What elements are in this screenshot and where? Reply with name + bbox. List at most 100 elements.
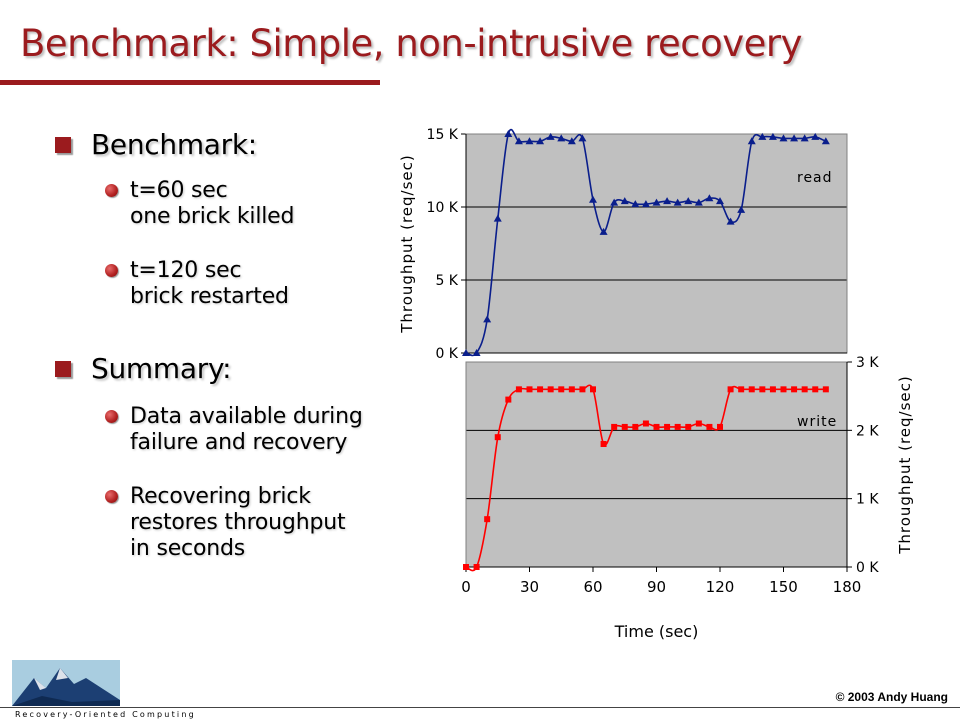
bullet-line: in seconds	[130, 536, 245, 561]
footer-org-name: Recovery-Oriented Computing	[15, 710, 196, 719]
data-point	[748, 386, 755, 393]
y-tick-label: 0 K	[435, 346, 458, 362]
data-point	[727, 386, 734, 393]
x-tick-label: 30	[520, 578, 539, 596]
data-point	[621, 423, 628, 430]
slide-title: Benchmark: Simple, non-intrusive recover…	[20, 22, 803, 65]
x-axis-label: Time (sec)	[614, 622, 699, 641]
data-point	[611, 423, 618, 430]
round-bullet-icon	[105, 490, 118, 503]
data-point	[685, 423, 692, 430]
data-point	[674, 423, 681, 430]
x-tick-label: 0	[461, 578, 471, 596]
bullet-line: t=60 sec	[130, 178, 228, 203]
section-benchmark: Benchmark:	[55, 128, 257, 161]
data-point	[694, 198, 703, 206]
data-point	[600, 441, 607, 447]
data-point	[462, 349, 470, 356]
y-tick-label: 0 K	[856, 560, 879, 576]
x-tick-label: 90	[647, 578, 666, 596]
bullet-item: Recovering brick restores throughput in …	[105, 484, 346, 562]
data-point	[537, 386, 544, 393]
y-tick-label: 3 K	[856, 355, 879, 371]
data-point	[558, 386, 565, 393]
bullet-line: t=120 sec	[130, 258, 242, 283]
data-point	[525, 137, 534, 145]
data-point	[567, 137, 576, 145]
square-bullet-icon	[55, 136, 71, 153]
data-point	[738, 386, 745, 393]
round-bullet-icon	[105, 410, 118, 423]
bullet-line: Data available during	[130, 404, 363, 429]
legend-label: write	[797, 414, 837, 430]
section-summary-label: Summary:	[91, 352, 232, 385]
data-point	[716, 197, 724, 205]
data-point	[642, 420, 649, 427]
data-point	[726, 217, 735, 225]
data-point	[579, 386, 586, 393]
data-point	[758, 132, 767, 140]
x-tick-label: 180	[833, 578, 862, 596]
data-point	[494, 434, 501, 441]
data-point	[463, 564, 469, 570]
data-point	[514, 137, 523, 145]
data-point	[663, 197, 672, 205]
data-point	[632, 423, 639, 430]
legend-label: read	[797, 170, 833, 186]
data-point	[493, 214, 502, 222]
data-point	[599, 227, 608, 235]
data-point	[779, 134, 788, 142]
y-tick-label: 10 K	[427, 200, 459, 216]
data-point	[483, 315, 492, 323]
data-point	[768, 132, 777, 140]
data-point	[790, 134, 799, 142]
data-point	[780, 386, 787, 393]
data-point	[547, 386, 554, 393]
x-tick-label: 150	[769, 578, 798, 596]
data-point	[695, 420, 702, 427]
data-point	[504, 130, 513, 137]
data-point	[717, 423, 723, 430]
y-tick-label: 15 K	[427, 127, 459, 143]
data-point	[557, 134, 566, 142]
data-point	[747, 137, 756, 145]
bullet-line: one brick killed	[130, 204, 295, 229]
copyright-text: © 2003 Andy Huang	[835, 690, 948, 704]
round-bullet-icon	[105, 264, 118, 277]
data-point	[515, 386, 522, 393]
plot-area	[466, 362, 847, 567]
title-underline	[0, 80, 380, 85]
data-point	[526, 386, 533, 393]
x-tick-label: 60	[583, 578, 602, 596]
data-point	[505, 396, 512, 403]
x-tick-label: 120	[706, 578, 735, 596]
data-point	[620, 197, 629, 205]
bullet-item: t=60 sec one brick killed	[105, 178, 294, 230]
data-point	[706, 423, 713, 430]
y-tick-label: 2 K	[856, 423, 879, 439]
square-bullet-icon	[55, 360, 71, 377]
bullet-item: t=120 sec brick restarted	[105, 258, 289, 310]
data-point	[473, 564, 480, 570]
bullet-line: brick restarted	[130, 284, 289, 309]
bullet-line: restores throughput	[130, 510, 346, 535]
data-point	[546, 132, 555, 140]
data-point	[664, 423, 671, 430]
data-point	[652, 198, 661, 206]
read-chart: 0 K 5 K 10 K 15 K Throughput (req/sec) read	[398, 127, 848, 362]
footer-divider	[0, 707, 960, 708]
data-point	[811, 132, 820, 140]
data-point	[673, 198, 682, 206]
roc-logo	[12, 660, 120, 706]
data-point	[568, 386, 575, 393]
section-benchmark-label: Benchmark:	[91, 128, 257, 161]
data-point	[812, 386, 819, 393]
y-tick-label: 5 K	[435, 273, 458, 289]
data-point	[769, 386, 776, 393]
data-point	[737, 205, 746, 213]
data-point	[821, 137, 830, 145]
bullet-item: Data available during failure and recove…	[105, 404, 363, 456]
data-point	[610, 198, 619, 206]
y-axis-label: Throughput (req/sec)	[398, 154, 416, 334]
